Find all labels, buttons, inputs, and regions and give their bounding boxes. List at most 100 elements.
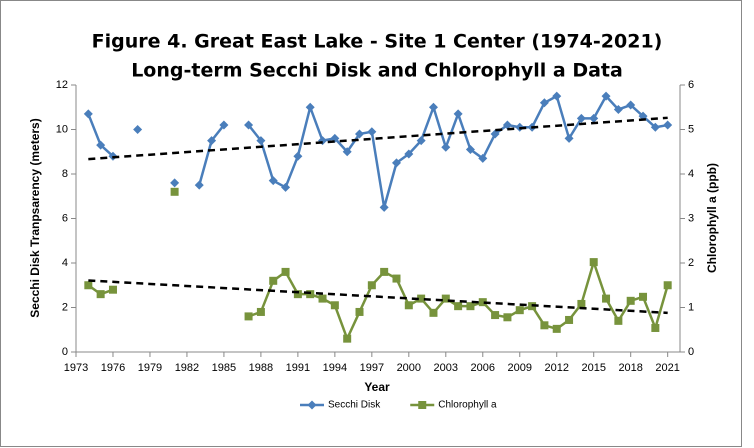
point bbox=[108, 285, 117, 294]
point bbox=[268, 176, 278, 186]
y-tick-label: 12 bbox=[56, 79, 68, 91]
x-tick-label: 1976 bbox=[101, 362, 125, 374]
point bbox=[552, 324, 561, 333]
point bbox=[367, 281, 376, 290]
point bbox=[478, 153, 488, 163]
x-tick-label: 1982 bbox=[175, 362, 199, 374]
point bbox=[626, 100, 636, 110]
y-tick-label: 0 bbox=[62, 346, 68, 358]
point bbox=[391, 158, 401, 168]
point bbox=[416, 136, 426, 146]
point bbox=[306, 290, 315, 299]
point bbox=[83, 109, 93, 119]
point bbox=[269, 276, 278, 285]
legend-marker bbox=[307, 400, 317, 410]
trendline bbox=[88, 116, 668, 161]
point bbox=[441, 294, 450, 303]
y2-tick-label: 6 bbox=[688, 79, 694, 91]
point bbox=[540, 321, 549, 330]
point bbox=[589, 113, 599, 123]
point bbox=[96, 290, 105, 299]
x-tick-label: 2003 bbox=[434, 362, 458, 374]
point bbox=[466, 302, 475, 311]
point bbox=[465, 145, 475, 155]
point bbox=[552, 91, 562, 101]
legend-label: Chlorophyll a bbox=[438, 400, 497, 411]
point bbox=[651, 323, 660, 332]
point bbox=[207, 136, 217, 146]
x-tick-label: 2018 bbox=[618, 362, 642, 374]
legend-label: Secchi Disk bbox=[328, 400, 381, 411]
point bbox=[564, 133, 574, 143]
point bbox=[503, 313, 512, 322]
point bbox=[244, 312, 253, 321]
point bbox=[502, 120, 512, 130]
point bbox=[367, 127, 377, 137]
point bbox=[342, 147, 352, 157]
point bbox=[429, 308, 438, 317]
point bbox=[565, 315, 574, 324]
point bbox=[379, 202, 389, 212]
x-tick-label: 2009 bbox=[508, 362, 532, 374]
point bbox=[133, 125, 143, 134]
point bbox=[663, 281, 672, 290]
y2-tick-label: 4 bbox=[688, 168, 694, 180]
point bbox=[96, 140, 106, 150]
point bbox=[577, 299, 586, 308]
y-tick-label: 6 bbox=[62, 212, 68, 224]
y2-tick-label: 3 bbox=[688, 212, 694, 224]
point bbox=[244, 120, 254, 130]
legend-marker bbox=[418, 401, 427, 409]
x-tick-label: 2000 bbox=[397, 362, 421, 374]
point bbox=[626, 296, 635, 305]
point bbox=[281, 182, 291, 192]
point bbox=[305, 102, 315, 112]
point bbox=[293, 290, 302, 299]
point bbox=[453, 109, 463, 119]
y-axis-label: Secchi Disk Tranpsarency (meters) bbox=[28, 118, 42, 317]
point bbox=[219, 120, 229, 130]
point bbox=[417, 294, 426, 303]
y-tick-label: 2 bbox=[62, 301, 68, 313]
y2-tick-label: 1 bbox=[688, 301, 694, 313]
point bbox=[404, 149, 414, 159]
x-tick-label: 2012 bbox=[544, 362, 568, 374]
point bbox=[639, 292, 648, 301]
x-tick-label: 2006 bbox=[471, 362, 495, 374]
point bbox=[355, 307, 364, 316]
x-tick-label: 1973 bbox=[64, 362, 88, 374]
y-tick-label: 8 bbox=[62, 168, 68, 180]
point bbox=[454, 302, 463, 311]
point bbox=[343, 334, 352, 343]
x-tick-label: 1994 bbox=[323, 362, 347, 374]
point bbox=[515, 306, 524, 315]
x-tick-label: 1988 bbox=[249, 362, 273, 374]
x-tick-label: 1985 bbox=[212, 362, 236, 374]
point bbox=[650, 122, 660, 132]
point bbox=[256, 307, 265, 316]
point bbox=[490, 129, 500, 139]
point bbox=[170, 178, 180, 188]
x-tick-label: 2015 bbox=[581, 362, 605, 374]
y-tick-label: 4 bbox=[62, 257, 68, 269]
point bbox=[663, 120, 673, 130]
point bbox=[428, 102, 438, 112]
x-tick-label: 1997 bbox=[360, 362, 384, 374]
y2-axis-label: Chlorophyll a (ppb) bbox=[705, 163, 719, 273]
y2-tick-label: 5 bbox=[688, 123, 694, 135]
point bbox=[84, 281, 93, 290]
point bbox=[293, 151, 303, 161]
point bbox=[441, 142, 451, 152]
point bbox=[602, 294, 611, 303]
point bbox=[478, 298, 487, 307]
y2-tick-label: 2 bbox=[688, 257, 694, 269]
point bbox=[330, 301, 339, 310]
chart-title: Figure 4. Great East Lake - Site 1 Cente… bbox=[92, 31, 663, 53]
point bbox=[613, 104, 623, 114]
point bbox=[281, 267, 290, 276]
point bbox=[576, 113, 586, 123]
y-tick-label: 10 bbox=[56, 123, 68, 135]
point bbox=[392, 274, 401, 283]
